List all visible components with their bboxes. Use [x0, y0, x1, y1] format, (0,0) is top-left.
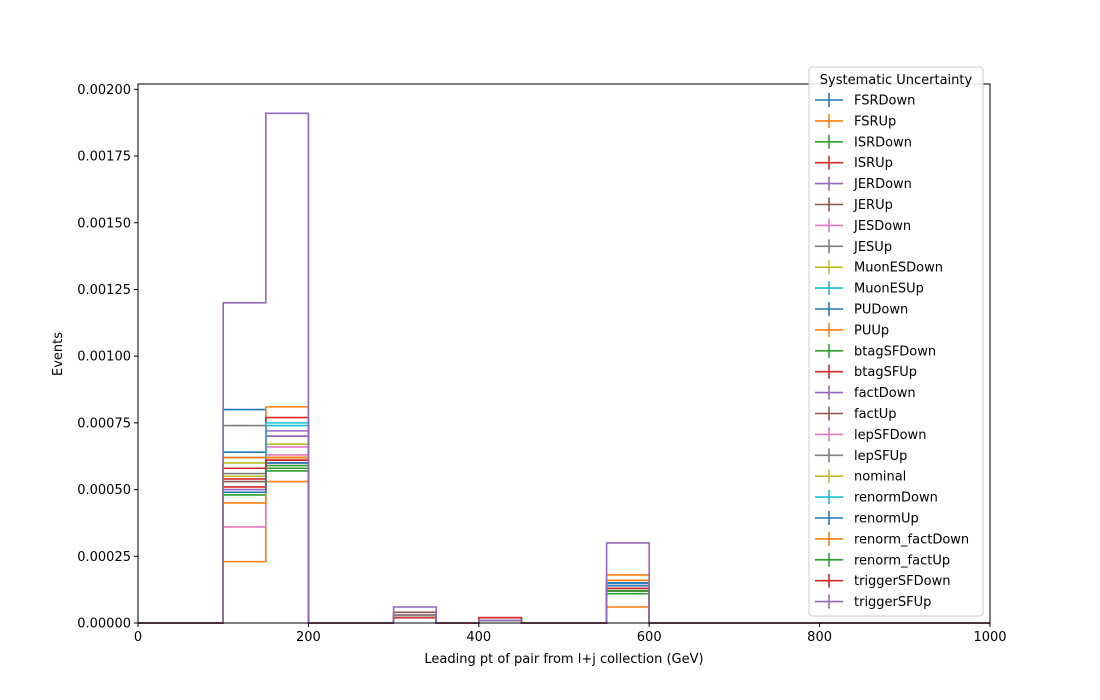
- y-tick-label: 0.00100: [77, 350, 131, 365]
- y-axis-label: Events: [51, 332, 66, 376]
- x-axis: 0 200 400 600 800 1000: [134, 623, 1007, 645]
- legend-entry: factDown: [815, 385, 916, 401]
- y-tick-label: 0.00050: [77, 483, 131, 498]
- legend-entry: btagSFDown: [815, 343, 936, 359]
- legend-entry: ISRUp: [815, 155, 893, 171]
- legend-entry: renormUp: [815, 511, 919, 527]
- y-tick-label: 0.00150: [77, 216, 131, 231]
- legend-entry: lepSFUp: [815, 448, 907, 464]
- legend-label: MuonESDown: [854, 261, 943, 276]
- legend-label: lepSFDown: [854, 428, 926, 443]
- x-tick-label: 200: [296, 630, 321, 645]
- y-axis: 0.00000 0.00025 0.00050 0.00075 0.00100 0.001…: [77, 83, 138, 632]
- y-tick-label: 0.00025: [77, 550, 131, 565]
- legend: Systematic Uncertainty FSRDown FSRUp ISRDo…: [808, 66, 984, 617]
- legend-entry: triggerSFDown: [815, 573, 950, 589]
- legend-entry: JERDown: [815, 176, 912, 192]
- x-axis-label: Leading pt of pair from l+j collection (…: [424, 652, 703, 667]
- legend-label: JERUp: [853, 198, 893, 213]
- legend-entry: renormDown: [815, 490, 938, 506]
- legend-label: lepSFUp: [854, 449, 907, 464]
- legend-entry: triggerSFUp: [815, 594, 931, 610]
- legend-title: Systematic Uncertainty: [820, 73, 973, 88]
- legend-label: ISRUp: [854, 156, 893, 171]
- legend-label: renormDown: [854, 491, 938, 506]
- x-tick-label: 800: [807, 630, 832, 645]
- legend-label: nominal: [854, 470, 906, 485]
- y-tick-label: 0.00175: [77, 150, 131, 165]
- y-tick-label: 0.00075: [77, 416, 131, 431]
- legend-label: renormUp: [854, 512, 919, 527]
- legend-label: factDown: [854, 386, 916, 401]
- x-tick-label: 400: [466, 630, 491, 645]
- legend-label: factUp: [854, 407, 897, 422]
- legend-entry: MuonESUp: [815, 281, 924, 297]
- y-tick-label: 0.00200: [77, 83, 131, 98]
- legend-label: triggerSFDown: [854, 574, 950, 589]
- legend-entry: renorm_factDown: [815, 531, 969, 547]
- y-tick-label: 0.00000: [77, 617, 131, 632]
- legend-label: MuonESUp: [854, 282, 924, 297]
- legend-entry: MuonESDown: [815, 260, 943, 276]
- x-tick-label: 600: [637, 630, 662, 645]
- legend-label: ISRDown: [854, 135, 912, 150]
- legend-entry: factUp: [815, 406, 897, 422]
- legend-entry: btagSFUp: [815, 364, 917, 380]
- legend-label: btagSFDown: [854, 344, 936, 359]
- legend-entries: FSRDown FSRUp ISRDown ISRUp JERDown JERUp JESD…: [815, 93, 969, 610]
- plot-frame: [137, 83, 991, 624]
- legend-entry: PUDown: [815, 302, 908, 318]
- legend-label: PUDown: [854, 303, 908, 318]
- legend-label: renorm_factUp: [854, 553, 950, 568]
- legend-label: renorm_factDown: [854, 532, 969, 547]
- legend-entry: renorm_factUp: [815, 552, 950, 568]
- legend-label: triggerSFUp: [854, 595, 931, 610]
- x-tick-label: 1000: [973, 630, 1006, 645]
- legend-entry: nominal: [815, 469, 906, 485]
- legend-entry: JESDown: [815, 218, 911, 234]
- legend-entry: JERUp: [815, 197, 893, 213]
- legend-label: JERDown: [853, 177, 912, 192]
- legend-entry: JESUp: [815, 239, 892, 255]
- legend-label: FSRUp: [854, 114, 896, 129]
- legend-label: JESUp: [853, 240, 892, 255]
- legend-entry: ISRDown: [815, 134, 912, 150]
- y-tick-label: 0.00125: [77, 283, 131, 298]
- legend-label: PUUp: [854, 323, 889, 338]
- x-tick-label: 0: [134, 630, 142, 645]
- legend-entry: FSRUp: [815, 113, 896, 129]
- legend-box: [808, 66, 984, 617]
- legend-entry: PUUp: [815, 322, 889, 338]
- legend-entry: FSRDown: [815, 93, 915, 109]
- legend-label: FSRDown: [854, 94, 915, 109]
- legend-entry: lepSFDown: [815, 427, 926, 443]
- legend-label: btagSFUp: [854, 365, 917, 380]
- legend-label: JESDown: [853, 219, 911, 234]
